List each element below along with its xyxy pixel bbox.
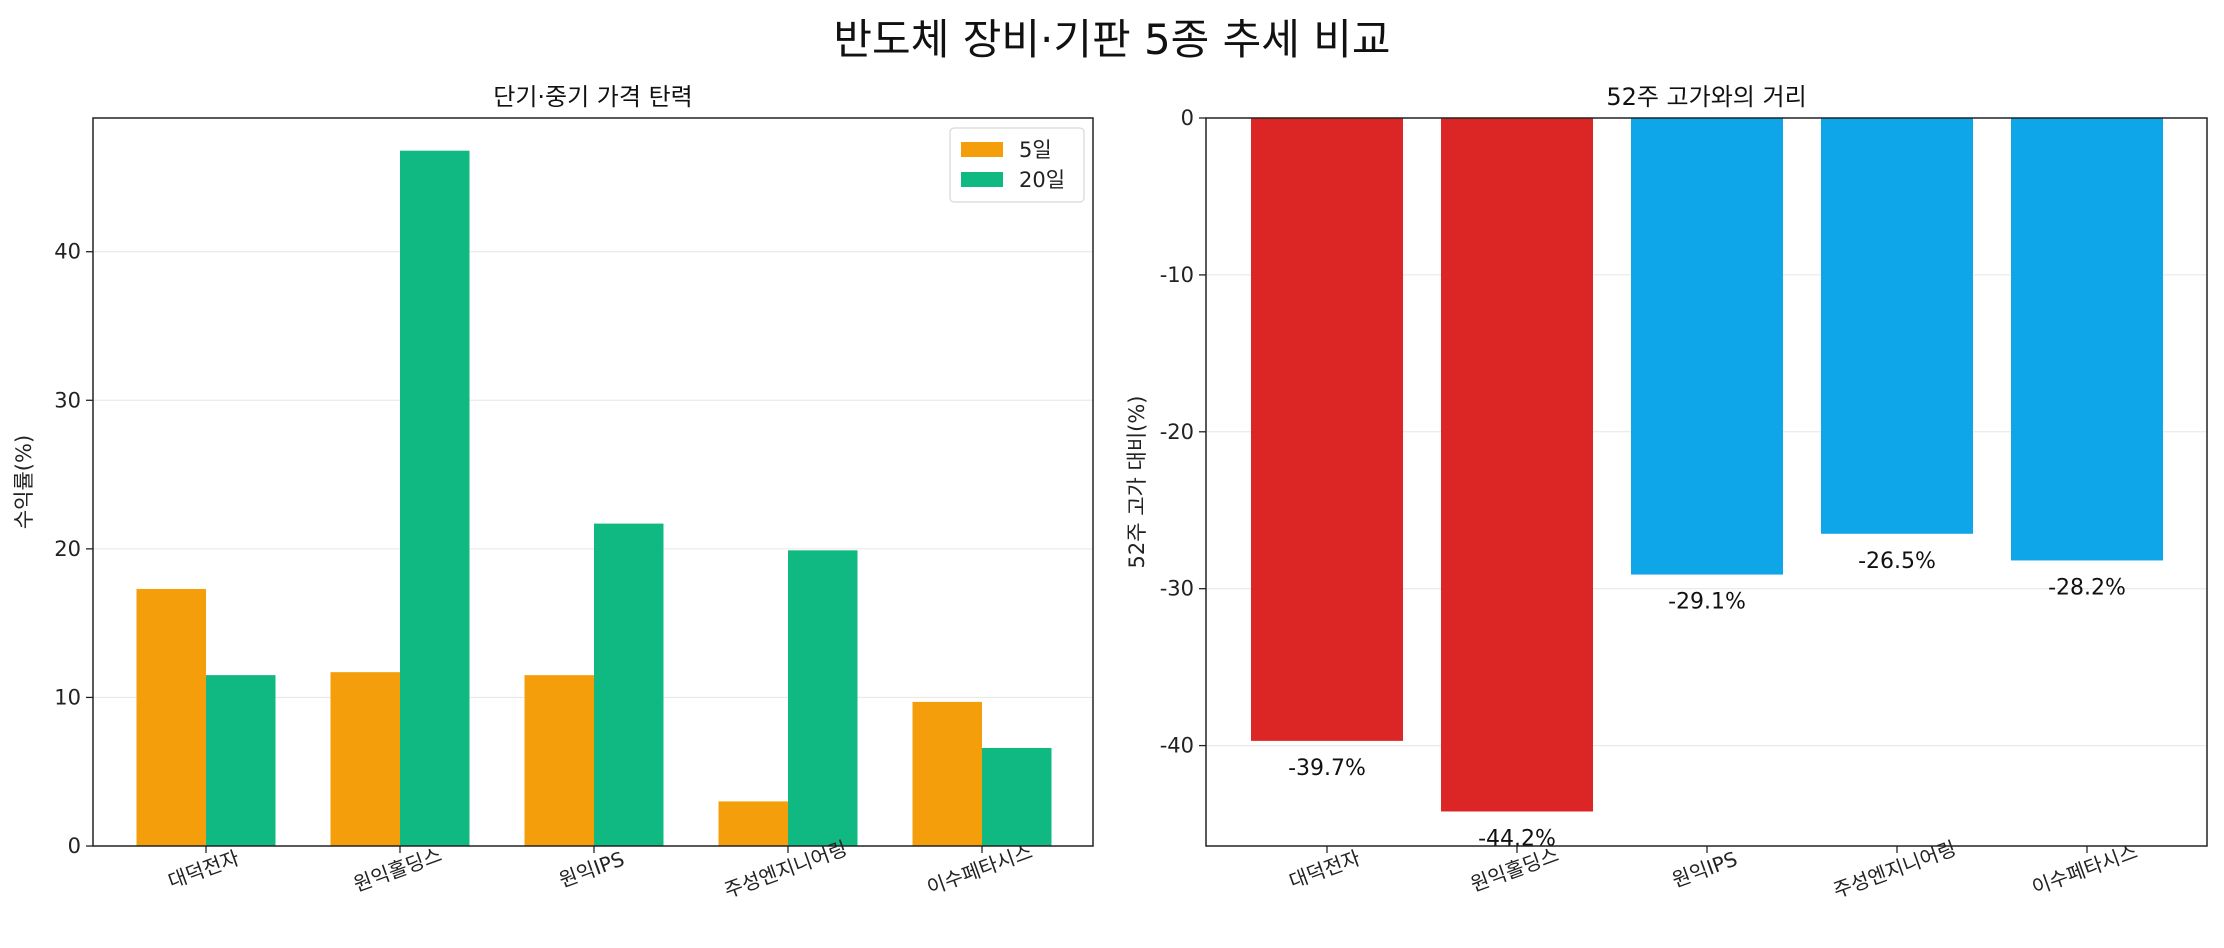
bar xyxy=(912,701,982,846)
chart-52w-distance: -39.7%-44.2%-29.1%-26.5%-28.2%0-10-20-30… xyxy=(1125,83,2208,903)
y-axis-label: 수익률(%) xyxy=(12,435,36,529)
bar xyxy=(982,747,1052,846)
legend-swatch xyxy=(961,142,1003,157)
bar xyxy=(718,801,788,846)
data-label: -39.7% xyxy=(1288,756,1366,781)
y-axis-label: 52주 고가 대비(%) xyxy=(1125,395,1149,568)
y-tick-label: 40 xyxy=(54,240,81,264)
y-tick-label: 0 xyxy=(68,834,81,858)
y-tick-label: -40 xyxy=(1160,734,1194,758)
data-label: -26.5% xyxy=(1858,549,1936,574)
y-tick-label: 0 xyxy=(1181,106,1194,130)
data-label: -28.2% xyxy=(2048,575,2126,600)
legend-label: 20일 xyxy=(1019,168,1065,192)
x-tick-label: 대덕전자 xyxy=(1286,846,1363,894)
bar xyxy=(1821,118,1973,534)
chart-title: 단기·중기 가격 탄력 xyxy=(493,83,693,111)
x-tick-label: 대덕전자 xyxy=(165,846,242,894)
y-tick-label: 30 xyxy=(54,388,81,412)
y-tick-label: 10 xyxy=(54,685,81,709)
x-tick-label: 원익IPS xyxy=(556,847,628,893)
bar xyxy=(1251,118,1403,741)
legend-swatch xyxy=(961,172,1003,187)
x-tick-label: 이수페타시스 xyxy=(2029,839,2141,899)
bar xyxy=(330,672,400,846)
bar xyxy=(206,675,276,846)
y-tick-label: -30 xyxy=(1160,577,1194,601)
legend-label: 5일 xyxy=(1019,138,1052,162)
x-tick-label: 원익홀딩스 xyxy=(350,842,445,896)
x-tick-label: 이수페타시스 xyxy=(924,839,1036,899)
chart-title: 52주 고가와의 거리 xyxy=(1606,83,1806,111)
bar xyxy=(400,150,470,846)
data-label: -29.1% xyxy=(1668,590,1746,615)
bar xyxy=(524,675,594,846)
figure-title: 반도체 장비·기판 5종 추세 비교 xyxy=(833,15,1391,64)
y-tick-label: -10 xyxy=(1160,263,1194,287)
axes-frame xyxy=(92,117,1094,847)
bar xyxy=(788,550,858,846)
bar xyxy=(594,523,664,846)
y-tick-label: -20 xyxy=(1160,420,1194,444)
x-tick-label: 원익IPS xyxy=(1669,847,1741,893)
bar xyxy=(1631,118,1783,575)
bar xyxy=(136,588,206,846)
bar xyxy=(1441,118,1593,812)
y-tick-label: 20 xyxy=(54,537,81,561)
bar xyxy=(2011,118,2163,561)
